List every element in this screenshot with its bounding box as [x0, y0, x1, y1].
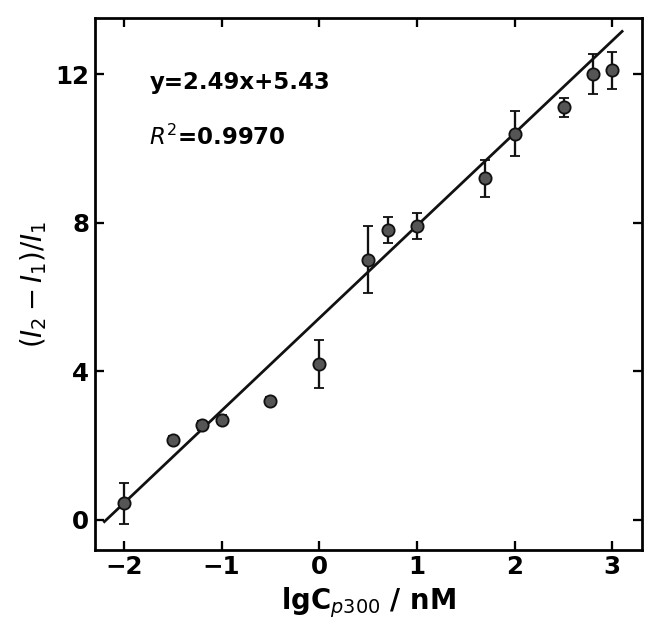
- Y-axis label: $(I_2-I_1)/I_1$: $(I_2-I_1)/I_1$: [18, 220, 49, 348]
- X-axis label: lgC$_{p300}$ / nM: lgC$_{p300}$ / nM: [280, 585, 455, 619]
- Text: y=2.49x+5.43: y=2.49x+5.43: [149, 71, 330, 94]
- Text: $R^2$=0.9970: $R^2$=0.9970: [149, 124, 286, 150]
